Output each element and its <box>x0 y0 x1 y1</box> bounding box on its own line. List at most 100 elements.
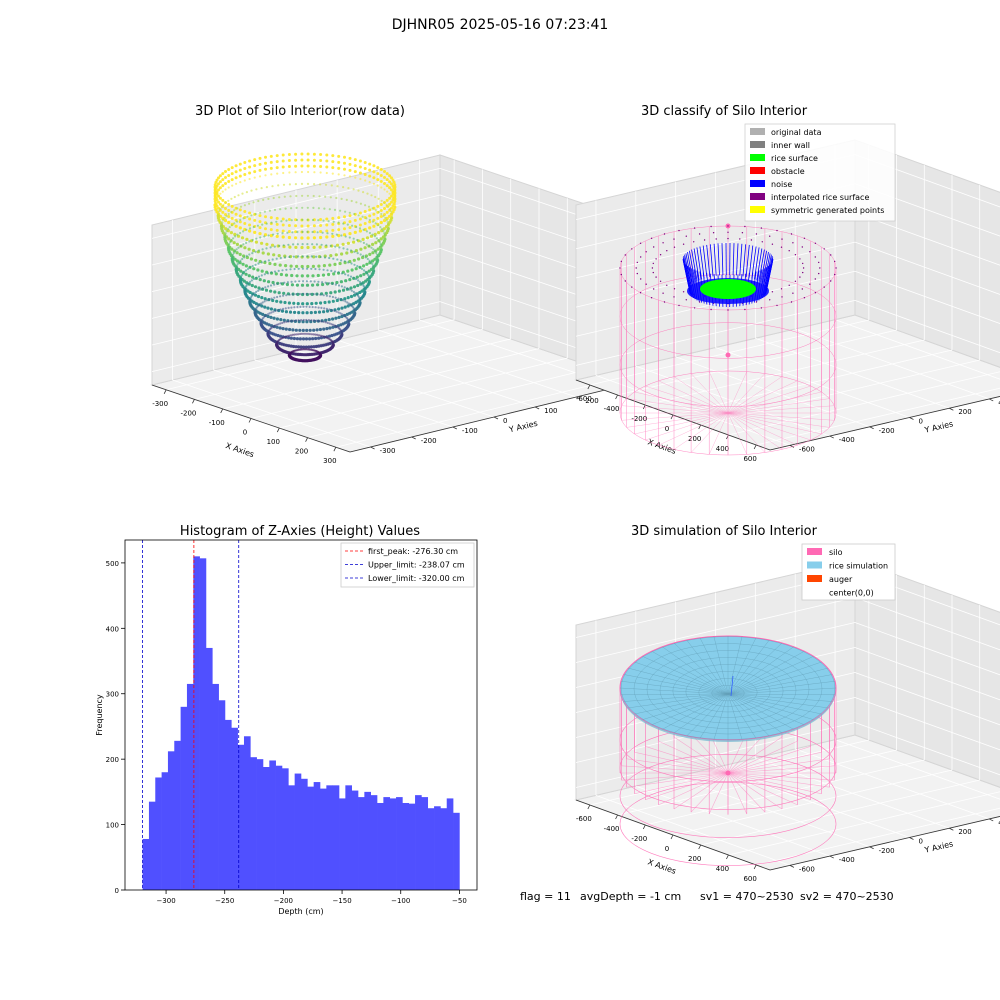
simulation-y-tick <box>909 837 914 840</box>
simulation-y-tick <box>949 827 954 831</box>
classify-x-tick-label: -600 <box>576 395 592 403</box>
simulation-grid-y <box>834 739 1000 800</box>
raw-grid-z-left <box>151 247 441 319</box>
classify-legend-swatch <box>750 180 765 187</box>
simulation-x-tick-label: 200 <box>688 855 701 863</box>
simulation-x-tick-label: 400 <box>716 865 729 873</box>
sv2-text: sv2 = 470~2530 <box>800 890 894 903</box>
raw-grid-y <box>295 349 495 418</box>
histogram-bar <box>402 802 410 890</box>
histogram-bar <box>370 795 378 890</box>
classify-grid-y <box>795 328 990 400</box>
raw-x-tick <box>248 418 252 423</box>
simulation-grid-z-back <box>854 697 1000 751</box>
classify-x-tick <box>698 424 702 430</box>
histogram-bar <box>421 797 429 890</box>
simulation-grid-z-back <box>854 722 1000 776</box>
classify-x-tick <box>587 384 591 390</box>
histogram-bar <box>364 791 371 890</box>
histogram-bar <box>288 785 295 890</box>
classify-legend-box <box>744 123 896 222</box>
histogram-bar <box>269 760 276 890</box>
classify-y-tick-label: 200 <box>958 408 971 416</box>
classify-y-tick <box>949 407 954 411</box>
simulation-legend-swatch <box>807 561 822 569</box>
raw-grid-y <box>378 329 577 398</box>
simulation-grid-z-back <box>854 647 1000 701</box>
histogram-title: Histogram of Z-Axies (Height) Values <box>179 524 421 539</box>
simulation-grid-z-back <box>854 622 1000 676</box>
histogram-bar <box>275 765 283 890</box>
simulation-y-tick <box>989 818 994 822</box>
classify-x-tick-label: 600 <box>743 455 756 463</box>
histogram-bar <box>186 683 194 890</box>
simulation-x-tick <box>642 824 646 830</box>
simulation-legend-label: auger <box>829 575 853 584</box>
classify-x-tick-label: -400 <box>604 405 620 413</box>
raw-x-tick <box>192 399 195 404</box>
classify-grid-y <box>595 374 791 446</box>
classify-legend-label: symmetric generated points <box>771 206 884 215</box>
classify-x-tick-label: 400 <box>716 445 729 453</box>
simulation-grid-y <box>795 748 990 820</box>
histogram-y-tick-label: 200 <box>106 756 119 764</box>
figure-title: DJHNR05 2025-05-16 07:23:41 <box>391 17 609 33</box>
classify-grid-z-back <box>854 212 1000 266</box>
classify-grid-z-left <box>575 300 856 366</box>
classify-legend-swatch <box>750 141 765 148</box>
simulation-center-marker <box>725 770 731 776</box>
raw-grid-y <box>337 339 536 408</box>
histogram-x-tick-label: −150 <box>332 897 351 905</box>
classify-y-tick <box>909 417 914 420</box>
raw-x-tick <box>220 408 224 414</box>
histogram-bar <box>224 719 232 890</box>
histogram-legend-box <box>340 542 475 588</box>
raw-x-tick-label: 300 <box>323 457 336 465</box>
histogram-x-tick-label: −300 <box>156 897 175 905</box>
histogram-bar <box>250 757 257 890</box>
classify-grid-y <box>834 319 1000 380</box>
histogram-y-tick-label: 500 <box>106 560 119 568</box>
raw-x-tick-label: 0 <box>243 429 247 437</box>
raw-x-tick-label: -300 <box>152 400 168 408</box>
simulation-x-axis-label: X Axies <box>646 857 677 875</box>
histogram-bar <box>256 759 264 890</box>
histogram-bar <box>294 773 302 890</box>
histogram-y-tick-label: 400 <box>106 625 119 633</box>
raw-y-tick <box>534 406 540 410</box>
simulation-grid-y <box>595 794 791 866</box>
histogram-bar <box>345 785 352 890</box>
histogram-bar <box>320 788 327 890</box>
classify-x-tick <box>753 444 757 450</box>
histogram-bar <box>237 744 245 890</box>
histogram-bar <box>339 798 346 890</box>
classify-plot-title: 3D classify of Silo Interior <box>640 104 808 119</box>
simulation-legend-label: silo <box>829 548 843 557</box>
histogram-x-tick-label: −50 <box>452 897 467 905</box>
raw-grid-y <box>254 359 453 428</box>
simulation-x-tick-label: -400 <box>604 825 620 833</box>
classify-legend-swatch <box>750 154 765 161</box>
histogram-x-axis-label: Depth (cm) <box>278 907 323 916</box>
histogram-bar <box>205 647 213 890</box>
classify-grid-y <box>715 347 910 418</box>
raw-x-tick-label: -200 <box>180 409 196 417</box>
histogram-bar <box>427 808 435 890</box>
histogram-bar <box>142 838 150 890</box>
classify-legend-swatch <box>750 193 765 200</box>
classify-x-axis-label: X Axies <box>646 437 677 455</box>
histogram-bar <box>155 777 162 890</box>
classify-legend-swatch <box>750 206 765 213</box>
histogram-bars <box>142 556 460 890</box>
classify-y-tick-label: -600 <box>799 445 815 453</box>
simulation-grid-z-left <box>575 597 856 663</box>
histogram-bar <box>174 740 181 890</box>
raw-grid-z-left <box>151 301 441 373</box>
histogram-legend-label: Lower_limit: -320.00 cm <box>368 574 465 583</box>
simulation-grid-z-back <box>854 597 1000 651</box>
simulation-x-tick <box>753 864 757 870</box>
simulation-legend-label: center(0,0) <box>829 589 874 598</box>
classify-x-tick <box>670 414 674 420</box>
